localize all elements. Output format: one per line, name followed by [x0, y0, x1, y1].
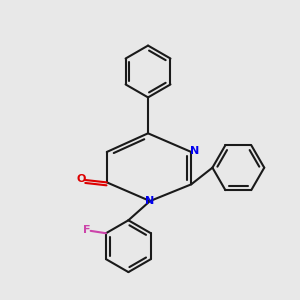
Text: F: F [83, 225, 90, 235]
Text: N: N [190, 146, 200, 156]
Text: N: N [146, 196, 154, 206]
Text: O: O [76, 174, 86, 184]
